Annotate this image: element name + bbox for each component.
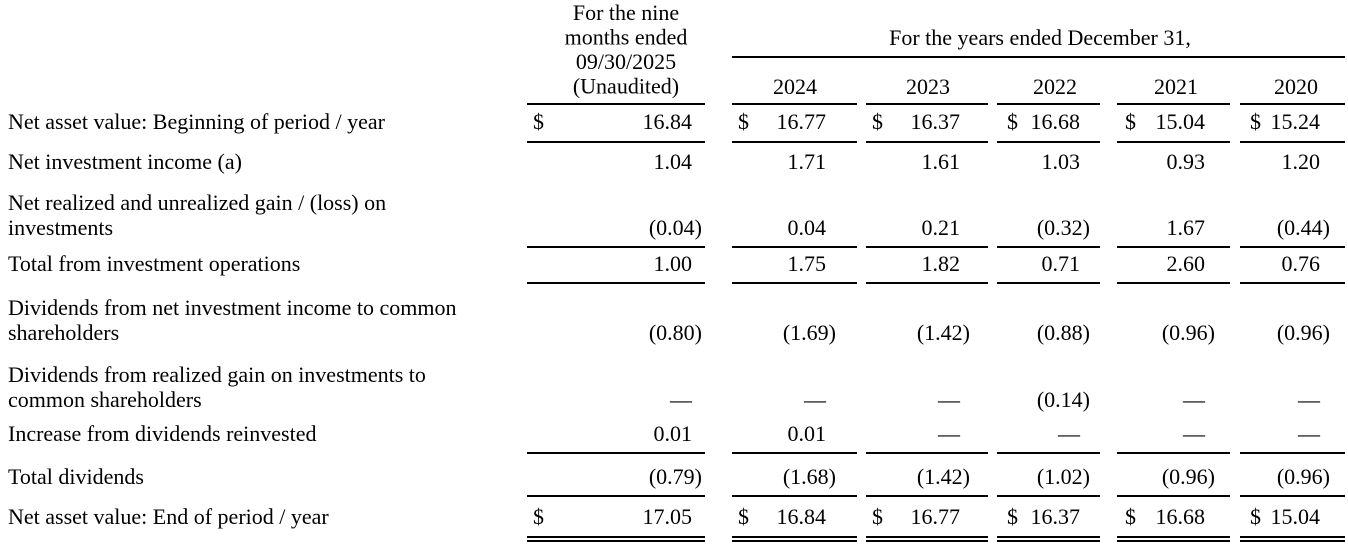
year-header: 2023: [906, 74, 950, 99]
currency-symbol: $: [1125, 504, 1136, 529]
row-label: Net asset value: End of period / year: [8, 504, 329, 529]
cell-value: —: [803, 387, 827, 412]
cell-value: 16.68: [1031, 109, 1081, 134]
currency-symbol: $: [533, 504, 544, 529]
cell-value: 15.04: [1156, 109, 1206, 134]
cell-value: 0.04: [788, 215, 827, 240]
cell-value: (1.42): [917, 320, 970, 345]
column-header: For the nine: [573, 0, 679, 25]
cell-value: —: [669, 387, 693, 412]
year-header: 2022: [1033, 74, 1077, 99]
cell-value: (1.69): [783, 320, 836, 345]
row-label: common shareholders: [8, 387, 202, 412]
cell-value: 1.04: [654, 149, 693, 174]
cell-value: (0.96): [1162, 320, 1215, 345]
column-header: (Unaudited): [573, 74, 679, 99]
cell-value: 1.75: [788, 251, 827, 276]
cell-value: 16.77: [911, 504, 961, 529]
currency-symbol: $: [872, 504, 883, 529]
row-label: shareholders: [8, 320, 119, 345]
cell-value: (0.44): [1277, 215, 1330, 240]
cell-value: —: [937, 421, 961, 446]
currency-symbol: $: [738, 109, 749, 134]
cell-value: 16.37: [1031, 504, 1081, 529]
cell-value: 2.60: [1167, 251, 1206, 276]
cell-value: 1.20: [1282, 149, 1321, 174]
year-header: 2020: [1274, 74, 1318, 99]
currency-symbol: $: [1250, 109, 1261, 134]
cell-value: (0.80): [649, 320, 702, 345]
currency-symbol: $: [1007, 109, 1018, 134]
cell-value: 16.77: [777, 109, 827, 134]
column-header: 09/30/2025: [576, 49, 676, 74]
cell-value: 15.24: [1271, 109, 1321, 134]
cell-value: —: [1057, 421, 1081, 446]
cell-value: (0.79): [649, 464, 702, 489]
year-header: 2024: [773, 74, 817, 99]
row-label: investments: [8, 215, 113, 240]
cell-value: 1.71: [788, 149, 827, 174]
currency-symbol: $: [1250, 504, 1261, 529]
cell-value: 16.68: [1156, 504, 1206, 529]
currency-symbol: $: [1007, 504, 1018, 529]
cell-value: (0.04): [649, 215, 702, 240]
cell-value: (0.96): [1277, 320, 1330, 345]
cell-value: (1.42): [917, 464, 970, 489]
cell-value: 16.84: [643, 109, 693, 134]
cell-value: 0.01: [788, 421, 827, 446]
cell-value: 0.93: [1167, 149, 1206, 174]
cell-value: —: [937, 387, 961, 412]
cell-value: 17.05: [643, 504, 693, 529]
cell-value: 16.37: [911, 109, 961, 134]
row-label: Dividends from net investment income to …: [8, 295, 456, 320]
cell-value: 1.00: [654, 251, 693, 276]
cell-value: 1.82: [922, 251, 961, 276]
cell-value: (1.68): [783, 464, 836, 489]
row-label: Increase from dividends reinvested: [8, 421, 317, 446]
cell-value: —: [1182, 387, 1206, 412]
currency-symbol: $: [738, 504, 749, 529]
cell-value: —: [1297, 421, 1321, 446]
year-header: 2021: [1154, 74, 1198, 99]
currency-symbol: $: [1125, 109, 1136, 134]
row-label: Total dividends: [8, 464, 144, 489]
cell-value: 1.61: [922, 149, 961, 174]
cell-value: 1.03: [1042, 149, 1081, 174]
cell-value: (0.96): [1162, 464, 1215, 489]
currency-symbol: $: [872, 109, 883, 134]
cell-value: (0.88): [1037, 320, 1090, 345]
cell-value: 15.04: [1271, 504, 1321, 529]
cell-value: 0.01: [654, 421, 693, 446]
row-label: Net asset value: Beginning of period / y…: [8, 109, 386, 134]
cell-value: 0.76: [1282, 251, 1321, 276]
cell-value: (0.96): [1277, 464, 1330, 489]
cell-value: 0.21: [922, 215, 961, 240]
cell-value: 16.84: [777, 504, 827, 529]
row-label: Total from investment operations: [8, 251, 300, 276]
cell-value: 1.67: [1167, 215, 1206, 240]
cell-value: —: [1297, 387, 1321, 412]
cell-value: —: [1182, 421, 1206, 446]
column-group-header: For the years ended December 31,: [889, 25, 1191, 50]
cell-value: (0.32): [1037, 215, 1090, 240]
column-header: months ended: [565, 25, 688, 50]
row-label: Dividends from realized gain on investme…: [8, 362, 426, 387]
row-label: Net realized and unrealized gain / (loss…: [8, 190, 386, 215]
cell-value: 0.71: [1042, 251, 1081, 276]
currency-symbol: $: [533, 109, 544, 134]
cell-value: (0.14): [1037, 387, 1090, 412]
row-label: Net investment income (a): [8, 149, 242, 174]
cell-value: (1.02): [1037, 464, 1090, 489]
